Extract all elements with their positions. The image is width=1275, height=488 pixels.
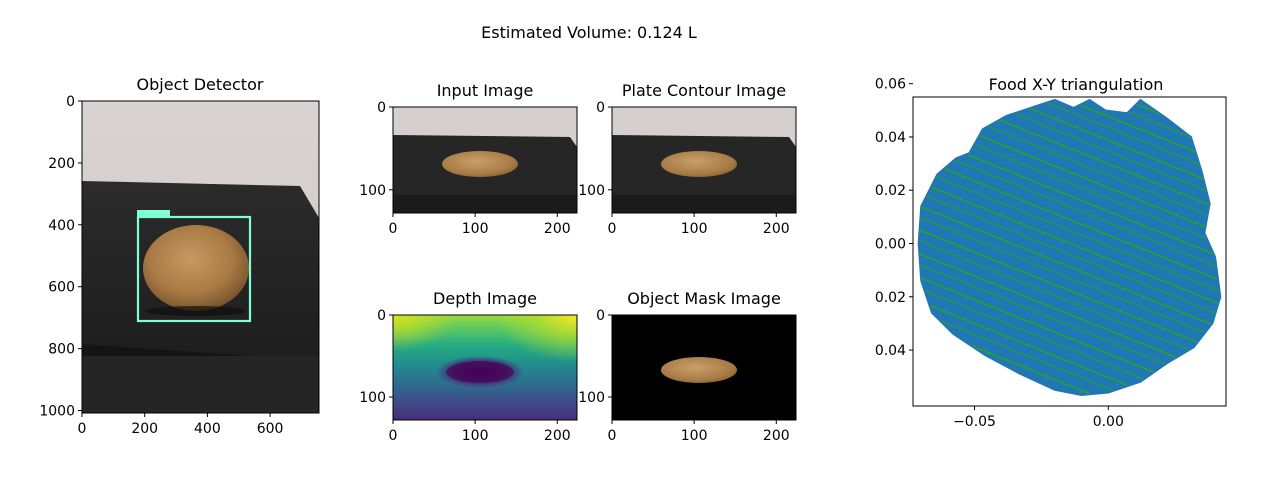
- y-tick-label: 0.02: [875, 290, 906, 306]
- x-tick-label: 0: [608, 428, 617, 444]
- depth-image-title: Depth Image: [433, 289, 537, 308]
- x-tick-label: 200: [131, 421, 158, 437]
- x-tick-label: −0.05: [953, 414, 996, 430]
- y-tick-label: 0: [66, 94, 75, 110]
- plate-contour-title: Plate Contour Image: [622, 81, 786, 100]
- y-tick-label: 0.02: [875, 183, 906, 199]
- plate-contour-panel: Plate Contour Image 0 100 200 0 100: [578, 81, 797, 237]
- y-tick-label: 100: [359, 390, 386, 406]
- triangulation-title: Food X-Y triangulation: [989, 75, 1164, 94]
- input-image-picture: [393, 107, 577, 213]
- object-mask-axes: 0 100 200 0 100: [578, 308, 789, 444]
- triangulation-axes: −0.05 0.00 0.04 0.02 0.00 0.02 0.04 0.06: [875, 77, 1124, 430]
- y-tick-label: 0: [596, 308, 605, 324]
- y-tick-label: 400: [48, 218, 75, 234]
- input-image-title: Input Image: [437, 81, 534, 100]
- depth-image-heatmap: [393, 315, 577, 420]
- depth-image-axes: 0 100 200 0 100: [359, 308, 570, 444]
- object-detector-axes: 0 200 400 600 0 200 400 600 800 1000: [39, 94, 283, 437]
- object-detector-title: Object Detector: [137, 75, 264, 94]
- input-image-frame: [392, 106, 578, 214]
- plate-contour-picture: [612, 107, 796, 213]
- x-tick-label: 600: [257, 421, 284, 437]
- y-tick-label: 200: [48, 156, 75, 172]
- detection-box: [136, 215, 252, 323]
- x-tick-label: 100: [681, 221, 708, 237]
- x-tick-label: 200: [763, 221, 790, 237]
- object-detector-frame: [81, 100, 320, 414]
- y-tick-label: 100: [578, 183, 605, 199]
- y-tick-label: 1000: [39, 404, 75, 420]
- object-detector-image: [82, 101, 319, 413]
- x-tick-label: 200: [544, 221, 571, 237]
- x-tick-label: 200: [763, 428, 790, 444]
- object-mask-title: Object Mask Image: [627, 289, 781, 308]
- object-mask-panel: Object Mask Image 0 100 200 0 100: [578, 289, 797, 444]
- input-image-axes: 0 100 200 0 100: [359, 100, 570, 237]
- y-tick-label: 600: [48, 280, 75, 296]
- y-tick-label: 100: [359, 183, 386, 199]
- depth-image-panel: Depth Image 0 100 200 0 100: [359, 289, 578, 444]
- detection-label-bg: [137, 210, 170, 216]
- triangulation-frame: [912, 96, 1227, 407]
- y-tick-label: 0: [377, 100, 386, 116]
- object-mask-frame: [611, 314, 797, 421]
- depth-image-frame: [392, 314, 578, 421]
- object-mask-picture: [612, 315, 796, 420]
- x-tick-label: 400: [194, 421, 221, 437]
- y-tick-label: 0.06: [875, 77, 906, 93]
- y-tick-label: 0.04: [875, 130, 906, 146]
- x-tick-label: 100: [462, 428, 489, 444]
- figure-title: Estimated Volume: 0.124 L: [481, 23, 697, 42]
- x-tick-label: 0: [389, 428, 398, 444]
- x-tick-label: 0: [389, 221, 398, 237]
- object-detector-panel: Object Detector 0 200 400 600 0 200 400 600 800 1…: [39, 75, 320, 437]
- y-tick-label: 0.04: [875, 343, 906, 359]
- y-tick-label: 800: [48, 342, 75, 358]
- plate-contour-axes: 0 100 200 0 100: [578, 100, 789, 237]
- y-tick-label: 100: [578, 390, 605, 406]
- x-tick-label: 100: [681, 428, 708, 444]
- x-tick-label: 200: [544, 428, 571, 444]
- x-tick-label: 100: [462, 221, 489, 237]
- triangulation-surface: [917, 98, 1222, 397]
- y-tick-label: 0.00: [875, 237, 906, 253]
- plate-contour-frame: [611, 106, 797, 214]
- x-tick-label: 0.00: [1093, 414, 1124, 430]
- x-tick-label: 0: [608, 221, 617, 237]
- x-tick-label: 0: [78, 421, 87, 437]
- input-image-panel: Input Image 0 100 200 0 100: [359, 81, 578, 237]
- y-tick-label: 0: [596, 100, 605, 116]
- y-tick-label: 0: [377, 308, 386, 324]
- triangulation-panel: Food X-Y triangulation −0.05 0.00 0.04 0.02…: [875, 75, 1227, 430]
